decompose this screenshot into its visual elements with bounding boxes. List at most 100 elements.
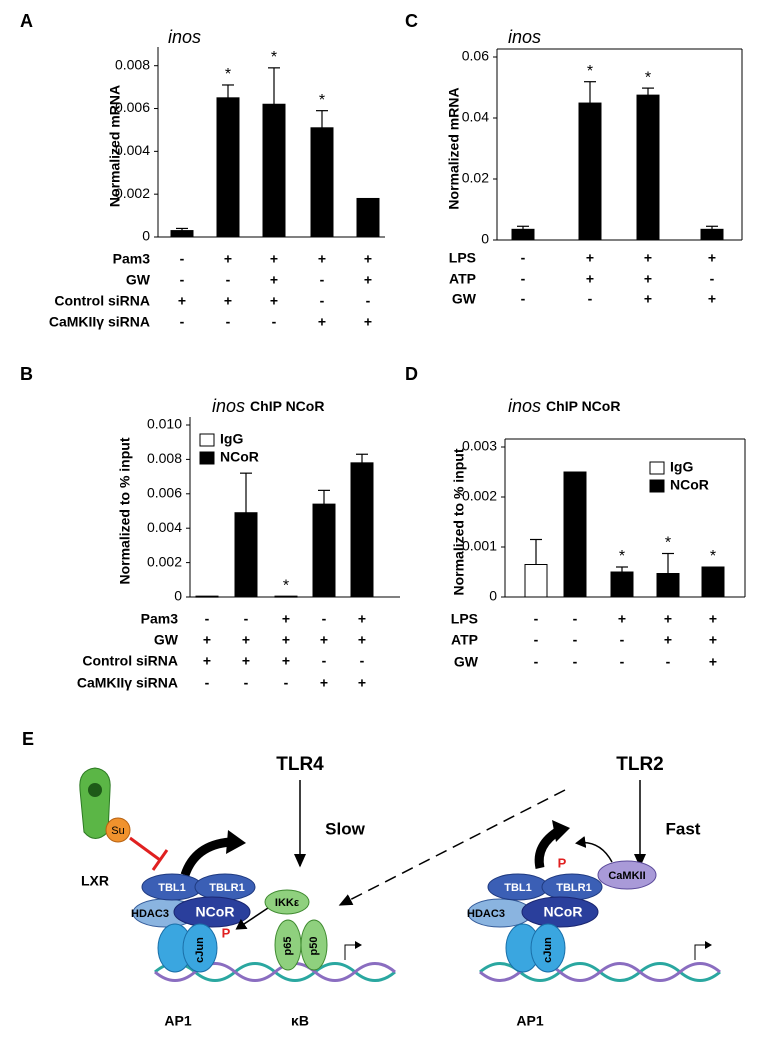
condition-mark: - <box>521 291 526 307</box>
y-tick-label: 0.04 <box>462 109 489 125</box>
condition-label: CaMKIIγ siRNA <box>77 675 178 691</box>
condition-mark: + <box>270 293 278 309</box>
condition-mark: + <box>203 653 211 669</box>
dna <box>154 962 721 982</box>
legend-swatch <box>199 433 215 447</box>
condition-mark: - <box>322 611 327 627</box>
condition-mark: - <box>205 675 210 691</box>
title-gene: inos <box>212 396 245 416</box>
condition-mark: + <box>242 632 250 648</box>
condition-mark: + <box>358 675 366 691</box>
chart-title: inos ChIP NCoR <box>508 396 620 416</box>
chart-title: inos <box>168 27 201 47</box>
y-axis-label: Normalized to % input <box>451 448 467 595</box>
significance-mark: * <box>665 535 671 552</box>
arrow <box>575 836 613 863</box>
condition-mark: + <box>664 632 672 648</box>
protein-label: NCoR <box>196 904 235 920</box>
release-arrow-head <box>226 830 246 854</box>
receptor-label: TLR4 <box>276 754 324 775</box>
condition-mark: - <box>573 632 578 648</box>
speed-label: Slow <box>325 819 365 838</box>
condition-mark: + <box>709 654 717 670</box>
condition-mark: + <box>708 291 716 307</box>
chart-title: inos <box>508 27 541 47</box>
condition-mark: + <box>178 293 186 309</box>
condition-label: Control siRNA <box>54 293 150 309</box>
condition-label: Pam3 <box>113 251 151 267</box>
bar <box>578 102 602 241</box>
condition-mark: + <box>644 291 652 307</box>
protein-label: HDAC3 <box>467 908 505 920</box>
protein-label: TBL1 <box>158 882 186 894</box>
significance-mark: * <box>271 49 277 66</box>
release-arrow-head <box>552 820 570 842</box>
condition-label: GW <box>154 632 179 648</box>
y-axis-label: Normalized mRNA <box>107 85 123 207</box>
condition-label: GW <box>126 272 151 288</box>
panel-label: E <box>22 729 34 749</box>
condition-mark: + <box>282 632 290 648</box>
panel-label: C <box>405 11 418 31</box>
condition-mark: + <box>586 271 594 287</box>
condition-label: GW <box>454 654 479 670</box>
y-tick-label: 0.004 <box>147 519 182 535</box>
protein-label: IKKε <box>275 897 300 909</box>
condition-mark: - <box>320 293 325 309</box>
condition-label: ATP <box>449 271 476 287</box>
bar <box>216 97 240 238</box>
condition-label: LPS <box>449 250 476 266</box>
ikke-shape <box>264 889 310 915</box>
significance-mark: * <box>319 92 325 109</box>
condition-mark: + <box>664 611 672 627</box>
condition-mark: - <box>521 250 526 266</box>
y-tick-label: 0.002 <box>147 553 182 569</box>
title-gene: inos <box>168 27 201 47</box>
lxr-label: LXR <box>81 873 109 889</box>
condition-mark: + <box>320 632 328 648</box>
protein-label: p50 <box>308 937 320 956</box>
speed-label: Fast <box>666 819 701 838</box>
condition-mark: - <box>244 675 249 691</box>
dashed-arrow <box>338 789 566 906</box>
condition-mark: - <box>710 271 715 287</box>
y-tick-label: 0.010 <box>147 416 182 432</box>
condition-mark: - <box>272 314 277 330</box>
condition-mark: - <box>244 611 249 627</box>
bar <box>701 566 725 598</box>
legend-label: NCoR <box>220 449 259 465</box>
title-assay: ChIP NCoR <box>250 398 324 414</box>
legend-swatch <box>649 479 665 493</box>
condition-mark: + <box>270 251 278 267</box>
y-tick-label: 0.006 <box>147 485 182 501</box>
condition-label: LPS <box>451 611 478 627</box>
y-tick-label: 0.004 <box>115 142 150 158</box>
condition-mark: - <box>534 632 539 648</box>
y-axis-label: Normalized mRNA <box>446 87 462 209</box>
condition-mark: - <box>205 611 210 627</box>
condition-mark: - <box>226 314 231 330</box>
bar <box>350 462 374 598</box>
receptor-label: TLR2 <box>616 754 664 775</box>
y-tick-label: 0.06 <box>462 48 489 64</box>
condition-mark: + <box>709 611 717 627</box>
condition-mark: + <box>320 675 328 691</box>
condition-mark: - <box>322 653 327 669</box>
condition-mark: - <box>573 654 578 670</box>
y-tick-label: 0.002 <box>115 185 150 201</box>
phospho-label: P <box>222 925 231 940</box>
condition-mark: + <box>224 293 232 309</box>
condition-mark: - <box>284 675 289 691</box>
condition-mark: + <box>270 272 278 288</box>
y-tick-label: 0.02 <box>462 170 489 186</box>
protein-label: cJun <box>542 937 554 963</box>
bar <box>636 94 660 241</box>
condition-mark: - <box>226 272 231 288</box>
camkii-shape <box>597 860 657 890</box>
condition-mark: + <box>358 632 366 648</box>
bar <box>356 197 380 238</box>
panel-label: A <box>20 11 33 31</box>
